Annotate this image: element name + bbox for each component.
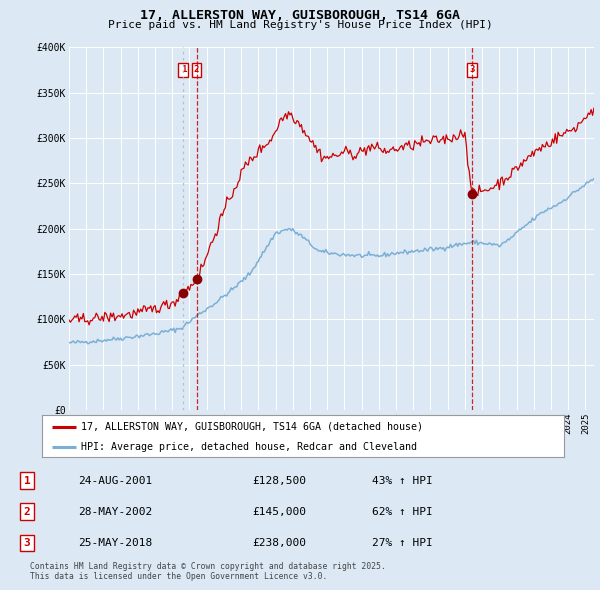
- Text: 25-MAY-2018: 25-MAY-2018: [78, 538, 152, 548]
- Text: 2: 2: [194, 65, 199, 74]
- Text: £145,000: £145,000: [252, 507, 306, 517]
- Text: 1: 1: [23, 476, 31, 486]
- Text: 27% ↑ HPI: 27% ↑ HPI: [372, 538, 433, 548]
- Text: 17, ALLERSTON WAY, GUISBOROUGH, TS14 6GA (detached house): 17, ALLERSTON WAY, GUISBOROUGH, TS14 6GA…: [81, 422, 423, 432]
- Text: 1: 1: [181, 65, 186, 74]
- Text: 43% ↑ HPI: 43% ↑ HPI: [372, 476, 433, 486]
- Text: Contains HM Land Registry data © Crown copyright and database right 2025.
This d: Contains HM Land Registry data © Crown c…: [30, 562, 386, 581]
- Text: 24-AUG-2001: 24-AUG-2001: [78, 476, 152, 486]
- Text: £128,500: £128,500: [252, 476, 306, 486]
- Text: 2: 2: [23, 507, 31, 517]
- Text: 3: 3: [469, 65, 475, 74]
- Text: 62% ↑ HPI: 62% ↑ HPI: [372, 507, 433, 517]
- Text: HPI: Average price, detached house, Redcar and Cleveland: HPI: Average price, detached house, Redc…: [81, 442, 417, 451]
- Text: 3: 3: [23, 538, 31, 548]
- Text: 17, ALLERSTON WAY, GUISBOROUGH, TS14 6GA: 17, ALLERSTON WAY, GUISBOROUGH, TS14 6GA: [140, 9, 460, 22]
- Text: 28-MAY-2002: 28-MAY-2002: [78, 507, 152, 517]
- Text: £238,000: £238,000: [252, 538, 306, 548]
- Text: Price paid vs. HM Land Registry's House Price Index (HPI): Price paid vs. HM Land Registry's House …: [107, 20, 493, 30]
